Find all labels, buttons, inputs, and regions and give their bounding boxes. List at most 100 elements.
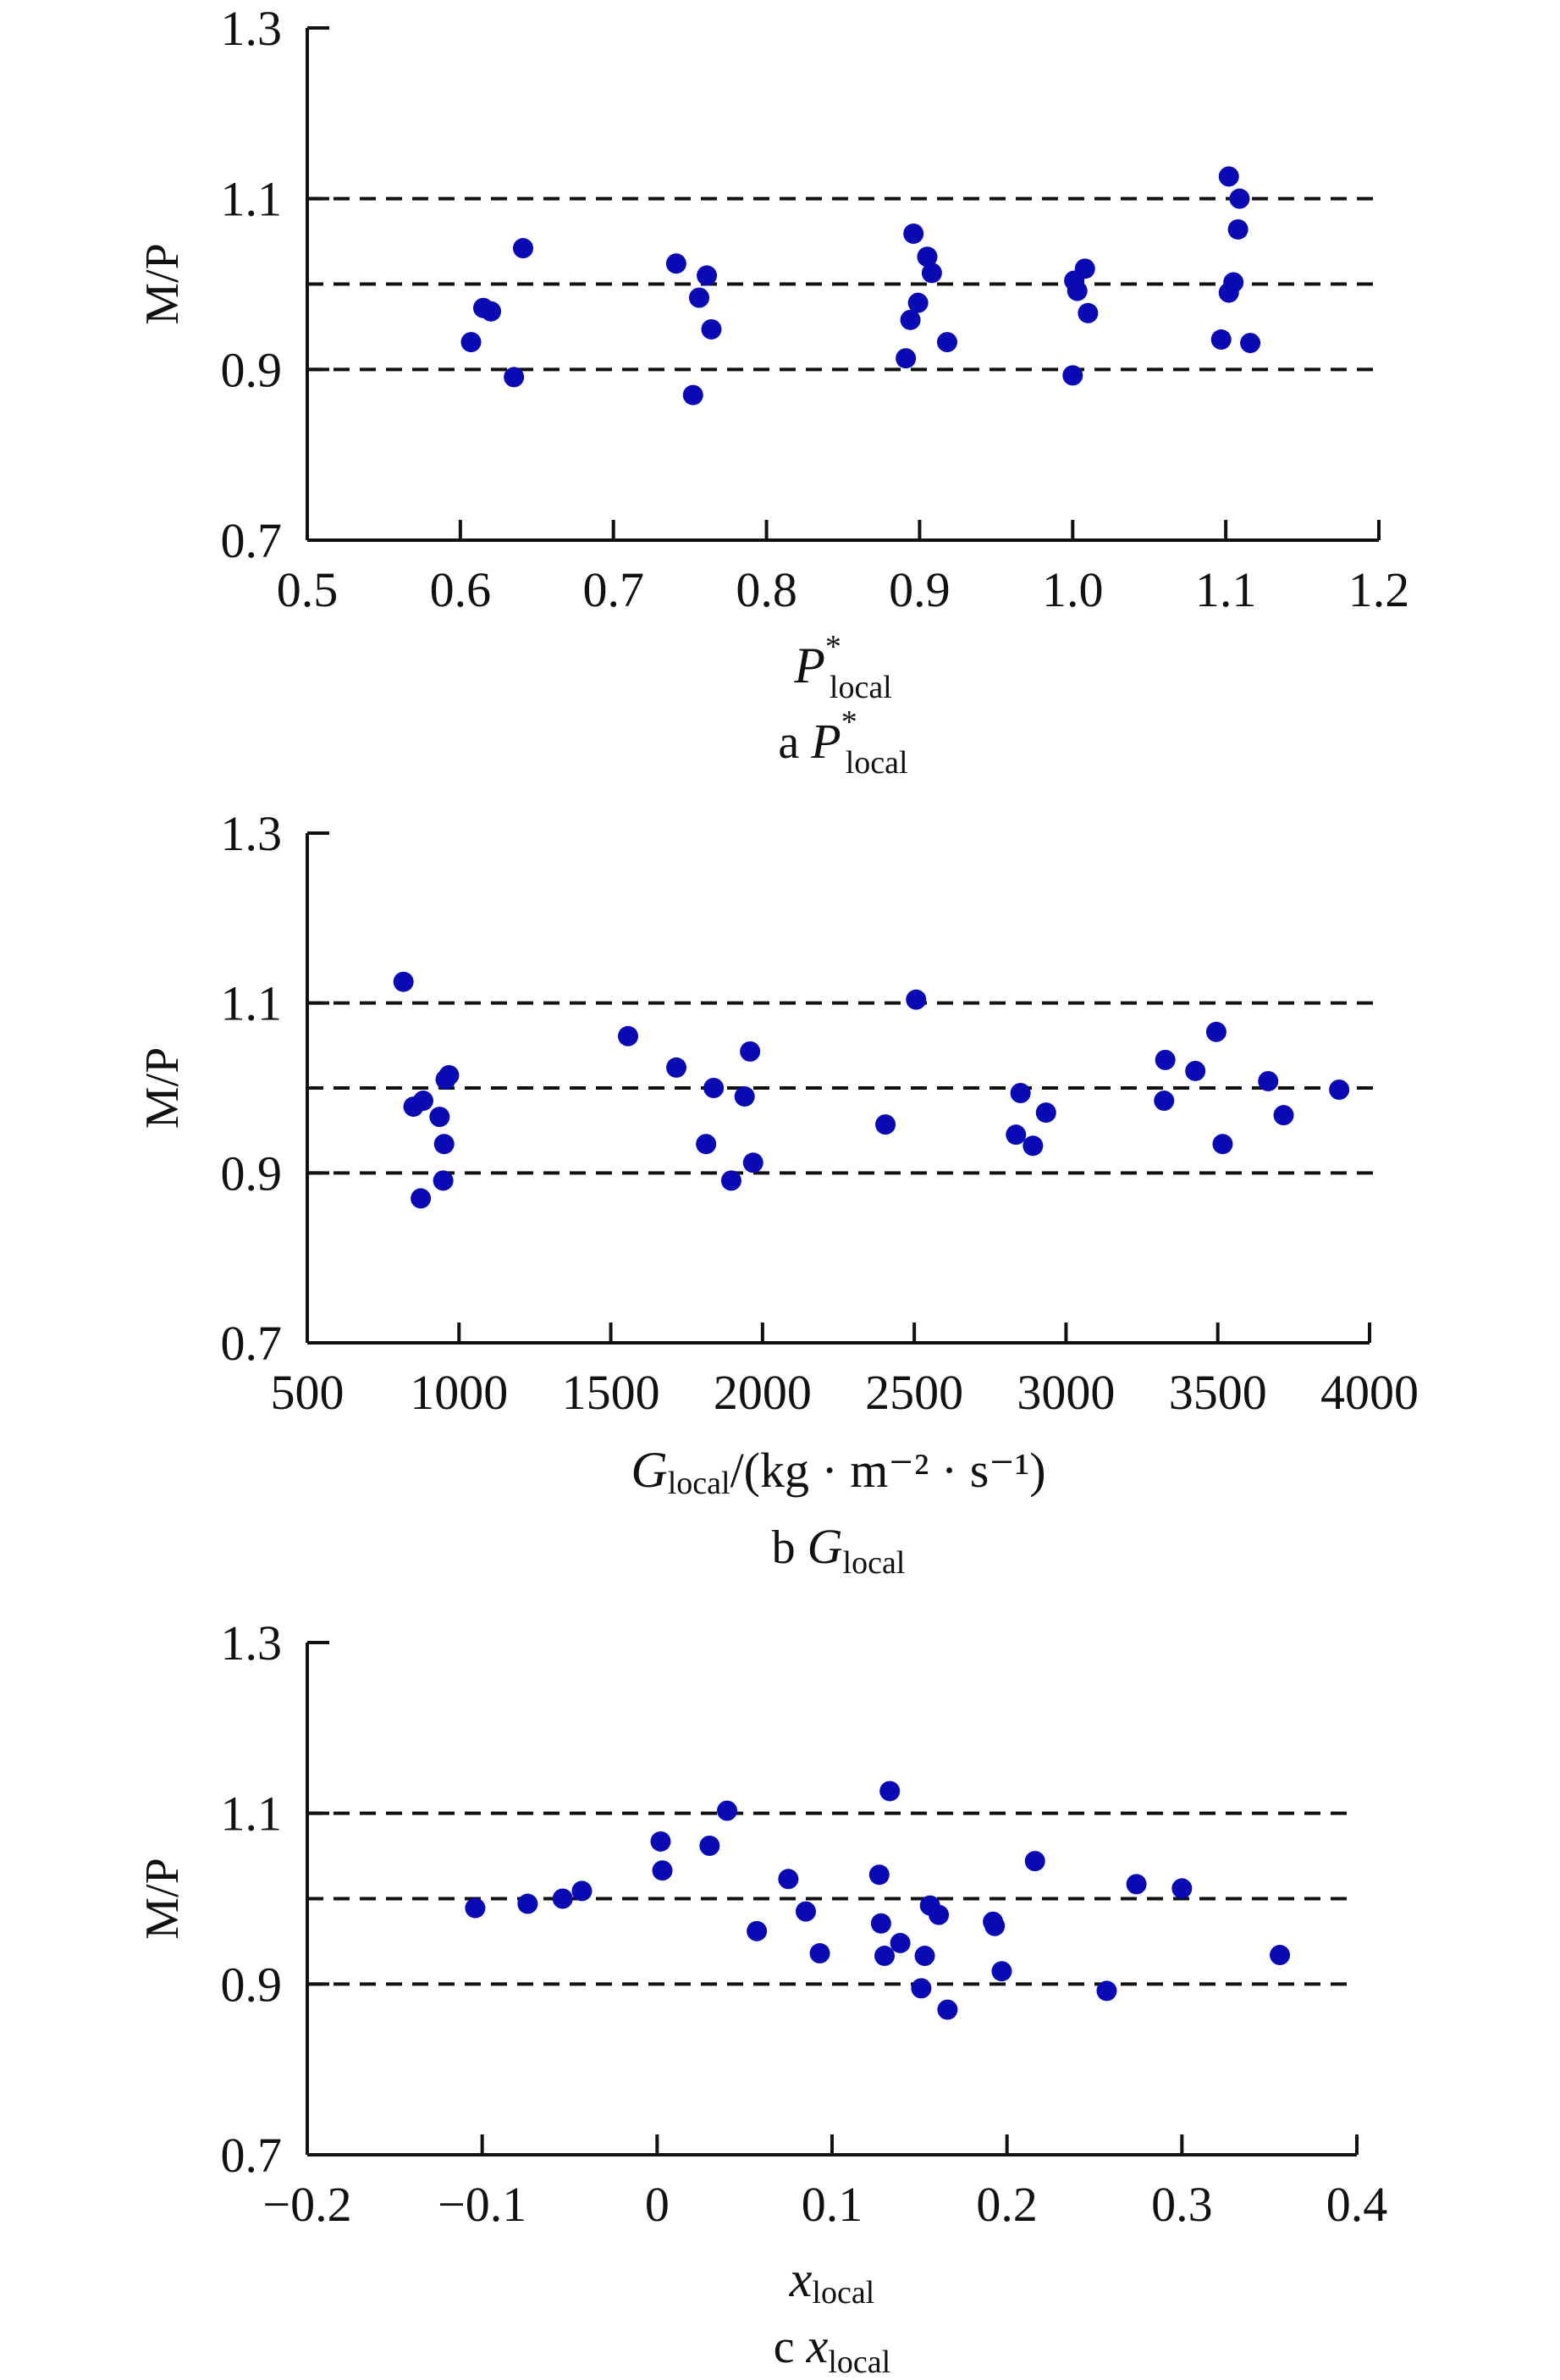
y-tick-label: 1.3 bbox=[221, 806, 283, 861]
data-point bbox=[917, 246, 938, 268]
panel-caption: a P* local bbox=[778, 704, 907, 781]
data-point bbox=[874, 1946, 895, 1967]
data-point bbox=[936, 332, 957, 353]
y-tick-label: 1.1 bbox=[221, 172, 283, 227]
y-tick-label: 0.7 bbox=[221, 513, 283, 568]
x-tick-label: 500 bbox=[271, 1365, 345, 1420]
y-axis-title: M/P bbox=[136, 1858, 189, 1940]
data-point bbox=[1074, 258, 1095, 279]
data-point bbox=[1096, 1980, 1117, 2002]
data-point bbox=[742, 1152, 763, 1173]
data-point bbox=[1273, 1105, 1294, 1126]
data-point bbox=[907, 292, 929, 313]
data-point bbox=[875, 1114, 896, 1135]
y-tick-label: 1.1 bbox=[221, 976, 283, 1031]
x-tick-label: 1.2 bbox=[1348, 562, 1410, 617]
data-point bbox=[1023, 1135, 1044, 1157]
data-point bbox=[1223, 272, 1244, 293]
x-tick-label: 0.3 bbox=[1151, 2177, 1213, 2232]
data-point bbox=[703, 1078, 725, 1098]
x-axis-title: Glocal/(kg · m⁻² · s⁻¹) bbox=[631, 1442, 1045, 1501]
data-point bbox=[900, 309, 921, 330]
data-point bbox=[734, 1086, 755, 1107]
data-point bbox=[1212, 1134, 1233, 1155]
data-point bbox=[481, 301, 502, 322]
data-point bbox=[650, 1831, 671, 1852]
data-point bbox=[1078, 302, 1099, 323]
y-tick-label: 1.3 bbox=[221, 1615, 283, 1670]
x-tick-label: 1500 bbox=[562, 1365, 660, 1420]
data-point bbox=[1062, 365, 1083, 386]
data-point bbox=[433, 1170, 454, 1191]
x-tick-label: 0.1 bbox=[802, 2177, 863, 2232]
data-point bbox=[571, 1880, 593, 1902]
y-tick-label: 0.9 bbox=[221, 342, 283, 397]
y-tick-label: 0.7 bbox=[221, 1316, 283, 1371]
data-point bbox=[429, 1107, 450, 1128]
data-point bbox=[1205, 1021, 1227, 1042]
data-point bbox=[868, 1864, 890, 1886]
data-point bbox=[717, 1800, 737, 1821]
y-tick-label: 0.9 bbox=[221, 1146, 283, 1201]
x-tick-label: 1.0 bbox=[1042, 562, 1104, 617]
y-axis-title: M/P bbox=[136, 1047, 189, 1129]
x-tick-label: −0.1 bbox=[438, 2177, 526, 2232]
data-point bbox=[682, 384, 703, 406]
x-tick-label: 0.2 bbox=[976, 2177, 1038, 2232]
data-point bbox=[1229, 188, 1250, 209]
x-tick-label: 0 bbox=[645, 2177, 670, 2232]
data-point bbox=[929, 1904, 950, 1925]
data-point bbox=[903, 224, 924, 245]
x-tick-label: 2500 bbox=[865, 1365, 963, 1420]
x-tick-label: 3500 bbox=[1169, 1365, 1267, 1420]
data-point bbox=[517, 1893, 538, 1914]
x-axis-title: xlocal bbox=[789, 2251, 875, 2311]
data-point bbox=[796, 1901, 816, 1922]
data-point bbox=[1006, 1124, 1027, 1146]
data-point bbox=[1035, 1102, 1056, 1124]
data-point bbox=[911, 1978, 932, 1999]
data-point bbox=[618, 1025, 639, 1046]
data-point bbox=[870, 1913, 891, 1934]
data-point bbox=[465, 1897, 486, 1919]
y-tick-label: 0.7 bbox=[221, 2128, 283, 2183]
data-point bbox=[991, 1961, 1012, 1982]
data-point bbox=[809, 1943, 830, 1964]
data-point bbox=[688, 287, 709, 308]
y-axis-title: M/P bbox=[136, 243, 189, 325]
data-point bbox=[896, 348, 917, 369]
data-point bbox=[666, 1057, 687, 1078]
data-point bbox=[921, 262, 942, 284]
data-point bbox=[740, 1041, 761, 1062]
data-point bbox=[1270, 1945, 1291, 1966]
data-point bbox=[984, 1915, 1006, 1936]
x-tick-label: 0.4 bbox=[1326, 2177, 1388, 2232]
data-point bbox=[504, 367, 525, 388]
data-point bbox=[1024, 1851, 1045, 1872]
data-point bbox=[1329, 1080, 1350, 1101]
data-point bbox=[879, 1781, 901, 1802]
data-point bbox=[890, 1932, 911, 1953]
chart-panel-b: 0.7 0.9 1.1 1.3 500 1000 1500 2000 2500 3000 3500 4… bbox=[136, 806, 1419, 1581]
panel-caption: c xlocal bbox=[774, 2318, 890, 2376]
x-tick-label: 2000 bbox=[714, 1365, 812, 1420]
data-point bbox=[778, 1869, 799, 1890]
x-tick-label: 0.9 bbox=[889, 562, 951, 617]
data-point bbox=[1171, 1878, 1193, 1899]
data-point bbox=[665, 253, 686, 274]
data-point bbox=[906, 989, 927, 1010]
x-tick-label: 4000 bbox=[1320, 1365, 1419, 1420]
data-point bbox=[1227, 218, 1249, 240]
data-point bbox=[411, 1188, 432, 1209]
x-tick-label: 0.8 bbox=[736, 562, 797, 617]
data-point bbox=[460, 332, 482, 353]
data-point bbox=[701, 318, 722, 340]
data-point bbox=[1010, 1083, 1031, 1104]
data-point bbox=[1240, 333, 1261, 354]
data-point bbox=[1067, 280, 1088, 301]
data-point bbox=[412, 1091, 433, 1112]
x-axis-title: P* local bbox=[793, 629, 892, 705]
data-point bbox=[1126, 1874, 1147, 1895]
